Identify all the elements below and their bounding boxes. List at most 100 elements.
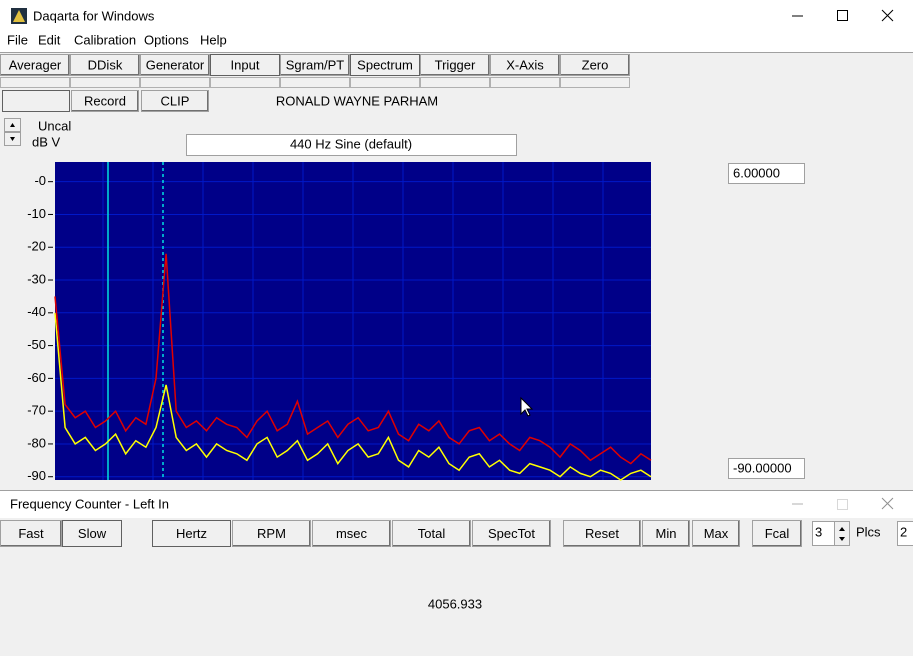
button[interactable] [563, 520, 641, 547]
menu-item[interactable]: Edit [38, 32, 61, 47]
button[interactable] [70, 54, 140, 76]
button-label: msec [336, 526, 368, 541]
y-tick-label: -30 [27, 271, 46, 286]
window-title: Daqarta for Windows [33, 8, 155, 23]
button-label: SpecTot [488, 526, 535, 541]
button[interactable] [472, 520, 551, 547]
button-label: Zero [582, 57, 609, 72]
title-menu-background [0, 0, 913, 52]
button[interactable] [392, 520, 471, 547]
button-label: Averager [9, 57, 62, 72]
close-button[interactable] [881, 9, 894, 22]
bottom-value-box[interactable] [728, 458, 805, 479]
button[interactable] [560, 54, 630, 76]
button[interactable] [350, 54, 420, 76]
button[interactable] [0, 520, 62, 547]
button[interactable] [2, 90, 70, 112]
generator-box[interactable] [186, 134, 517, 156]
counter-maximize[interactable] [837, 499, 848, 510]
button-label: Max [704, 526, 729, 541]
places-spin[interactable] [834, 521, 850, 546]
button-label: Fcal [765, 526, 790, 541]
counter-title: Frequency Counter - Left In [10, 496, 169, 511]
menu-item[interactable]: Calibration [74, 32, 136, 47]
y-tick-label: -60 [27, 370, 46, 385]
button-strip [280, 77, 350, 88]
button-label: RPM [257, 526, 286, 541]
button[interactable] [152, 520, 231, 547]
y-tick-label: -90 [27, 468, 46, 483]
button[interactable] [490, 54, 560, 76]
button-label: CLIP [161, 93, 190, 108]
button-label: Sgram/PT [286, 57, 345, 72]
button-label: Hertz [176, 526, 207, 541]
top-value: 6.00000 [733, 165, 780, 180]
button[interactable] [232, 520, 311, 547]
button-strip [420, 77, 490, 88]
counter-close[interactable] [881, 497, 894, 510]
unit-top: Uncal [38, 118, 71, 133]
button[interactable] [0, 54, 70, 76]
maximize-button[interactable] [837, 10, 848, 21]
button-bevel [753, 521, 801, 546]
button[interactable] [141, 90, 209, 112]
y-tick-label: -20 [27, 239, 46, 254]
button[interactable] [210, 54, 280, 76]
spectrum-trace [54, 312, 652, 481]
user-name: RONALD WAYNE PARHAM [276, 93, 438, 108]
menu-item[interactable]: Help [200, 32, 227, 47]
extra-box[interactable] [897, 521, 913, 546]
y-tick-label: -70 [27, 403, 46, 418]
button-label: Trigger [435, 57, 476, 72]
menu-item[interactable]: File [7, 32, 28, 47]
button-label: Spectrum [357, 57, 413, 72]
button-label: DDisk [88, 57, 123, 72]
button[interactable] [71, 90, 139, 112]
spectrum-trace [54, 253, 652, 465]
y-tick-label: -50 [27, 337, 46, 352]
button-label: Record [84, 93, 126, 108]
unit-bottom: dB V [32, 134, 61, 149]
button[interactable] [692, 520, 740, 547]
button[interactable] [420, 54, 490, 76]
button-bevel [393, 521, 470, 546]
button[interactable] [280, 54, 350, 76]
places-label: Plcs [856, 524, 881, 539]
bottom-value: -90.00000 [733, 460, 792, 475]
counter-title-bar [0, 490, 913, 518]
y-tick-label: -80 [27, 435, 46, 450]
button[interactable] [140, 54, 210, 76]
frequency-reading: 4056.933 [428, 596, 482, 611]
button-strip [210, 77, 280, 88]
y-tick-label: -0 [34, 173, 46, 188]
top-value-box[interactable] [728, 163, 805, 184]
button[interactable] [642, 520, 690, 547]
menu-item[interactable]: Options [144, 32, 189, 47]
button[interactable] [62, 520, 122, 547]
button-bevel [141, 55, 209, 75]
button-strip [0, 77, 70, 88]
button-label: Reset [585, 526, 619, 541]
app-icon-glyph [13, 10, 25, 22]
button-bevel [313, 521, 390, 546]
button-label: Fast [18, 526, 44, 541]
button-strip [490, 77, 560, 88]
button-bevel [142, 91, 208, 111]
button-bevel [281, 55, 349, 75]
button-bevel [421, 55, 489, 75]
button-label: Total [418, 526, 446, 541]
button-bevel [693, 521, 739, 546]
button-label: Generator [146, 57, 205, 72]
button-strip [140, 77, 210, 88]
spin-arrows [839, 527, 845, 541]
y-tick-label: -10 [27, 206, 46, 221]
button-bevel [233, 521, 310, 546]
button[interactable] [312, 520, 391, 547]
button-bevel [643, 521, 689, 546]
button-bevel [561, 55, 629, 75]
button[interactable] [752, 520, 802, 547]
button-strip [560, 77, 630, 88]
extra-value: 2 [900, 524, 907, 539]
button-label: Slow [78, 526, 107, 541]
